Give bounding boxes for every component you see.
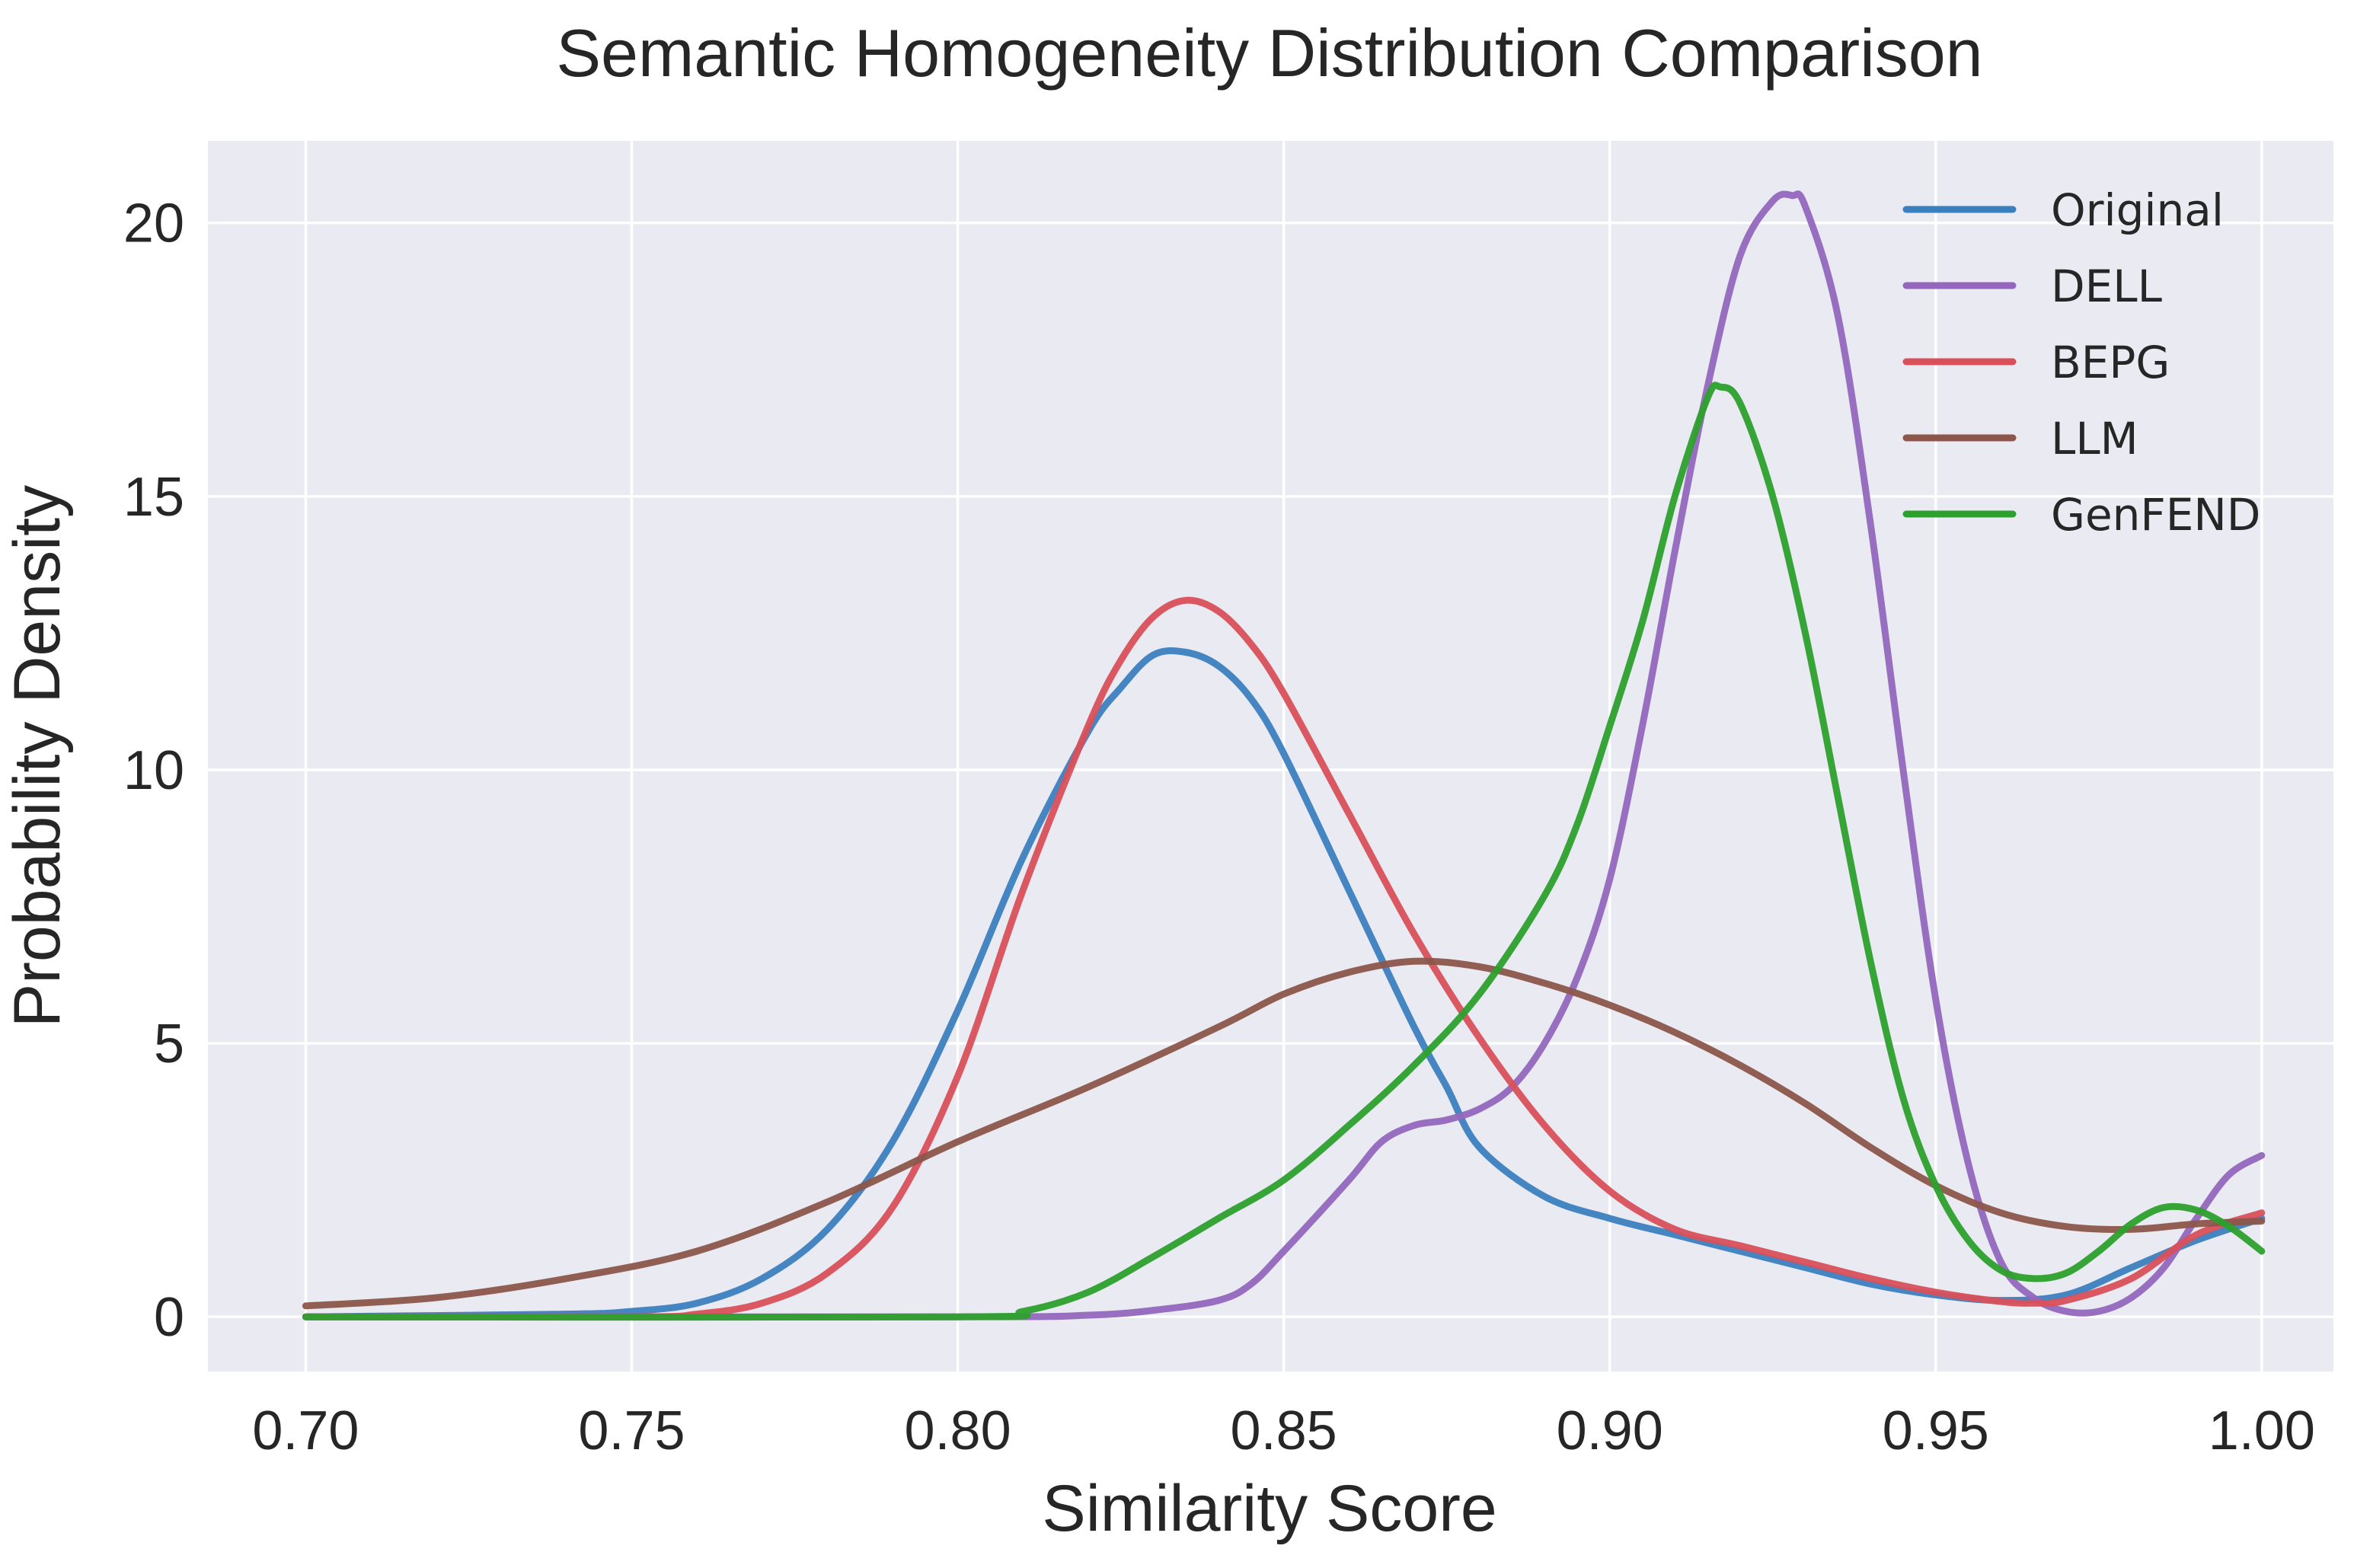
x-tick-label: 0.90 xyxy=(1557,1400,1663,1461)
legend-label: DELL xyxy=(2051,260,2162,312)
x-axis-label: Similarity Score xyxy=(1042,1472,1496,1545)
x-tick-label: 0.95 xyxy=(1883,1400,1989,1461)
x-tick-label: 0.75 xyxy=(578,1400,685,1461)
series-line-llm xyxy=(302,957,2266,1310)
legend: Original DELL BEPG LLM GenFEND xyxy=(1902,184,2260,541)
y-axis-label: Probability Density xyxy=(1,485,74,1027)
series-lines xyxy=(302,190,2266,1321)
legend-label: BEPG xyxy=(2051,337,2170,388)
x-tick-label: 1.00 xyxy=(2209,1400,2315,1461)
legend-label: LLM xyxy=(2051,413,2138,465)
y-tick-label: 10 xyxy=(123,740,184,801)
y-tick-label: 0 xyxy=(154,1287,184,1348)
series-line-bepg xyxy=(302,596,2266,1321)
legend-item-llm: LLM xyxy=(1902,413,2138,465)
legend-item-dell: DELL xyxy=(1902,260,2162,312)
legend-label: GenFEND xyxy=(2051,489,2260,541)
y-tick-label: 15 xyxy=(123,467,184,528)
y-tick-label: 5 xyxy=(154,1014,184,1075)
x-tick-label: 0.70 xyxy=(252,1400,359,1461)
legend-label: Original xyxy=(2051,184,2224,236)
series-line-genfend xyxy=(302,382,2266,1321)
x-tick-labels: 0.70 0.75 0.80 0.85 0.90 0.95 1.00 xyxy=(252,1400,2315,1461)
y-tick-labels: 0 5 10 15 20 xyxy=(123,193,184,1348)
legend-item-bepg: BEPG xyxy=(1902,337,2170,388)
y-tick-label: 20 xyxy=(123,193,184,254)
plot-area xyxy=(208,141,2333,1372)
chart-title: Semantic Homogeneity Distribution Compar… xyxy=(556,15,1982,91)
legend-item-original: Original xyxy=(1902,184,2224,236)
series-line-original xyxy=(302,647,2266,1321)
x-tick-label: 0.80 xyxy=(904,1400,1011,1461)
x-tick-label: 0.85 xyxy=(1231,1400,1337,1461)
legend-item-genfend: GenFEND xyxy=(1902,489,2260,541)
